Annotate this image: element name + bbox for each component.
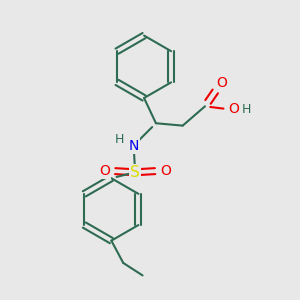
Text: N: N: [128, 139, 139, 152]
Text: O: O: [160, 164, 171, 178]
Text: O: O: [217, 76, 227, 90]
Text: O: O: [229, 102, 240, 116]
Text: O: O: [99, 164, 110, 178]
Text: H: H: [115, 133, 124, 146]
Text: H: H: [241, 103, 251, 116]
Text: S: S: [130, 165, 140, 180]
